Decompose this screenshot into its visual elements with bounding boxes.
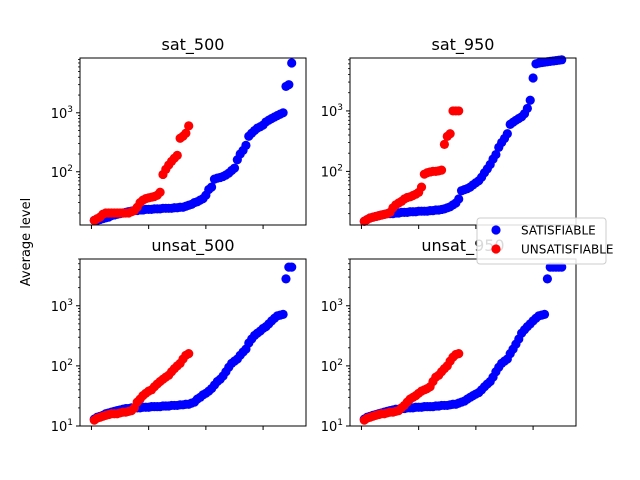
series-satisfiable	[89, 58, 297, 225]
data-point	[284, 80, 294, 90]
legend: SATISFIABLE UNSATISFIABLE	[476, 217, 614, 265]
data-point	[491, 149, 501, 160]
series-unsatisfiable	[359, 349, 464, 425]
y-tick-label: 101	[321, 418, 343, 435]
panel-unsat-500: unsat_500 101 102 103	[51, 236, 307, 435]
data-point	[557, 262, 567, 272]
series-satisfiable	[359, 262, 567, 424]
data-point	[416, 182, 427, 192]
series-unsatisfiable	[359, 106, 464, 226]
data-point	[184, 121, 194, 131]
legend-box	[476, 217, 607, 265]
data-point	[542, 274, 552, 284]
panel-title: unsat_500	[151, 236, 234, 256]
y-tick-label: 103	[321, 103, 343, 120]
data-point	[445, 129, 455, 139]
data-point	[281, 274, 291, 284]
series-unsatisfiable	[89, 349, 194, 425]
data-point	[287, 262, 297, 272]
data-point	[181, 128, 191, 138]
legend-label: UNSATISFIABLE	[521, 243, 614, 257]
y-axis-label: Average level	[19, 198, 34, 286]
data-point	[454, 194, 464, 204]
legend-marker	[491, 244, 501, 254]
legend-marker	[491, 225, 501, 235]
y-tick-label: 102	[321, 163, 343, 180]
legend-label: SATISFIABLE	[521, 224, 596, 238]
data-point	[436, 165, 447, 175]
series-satisfiable	[359, 55, 567, 226]
data-point	[502, 129, 512, 139]
data-point	[184, 349, 194, 359]
data-point	[172, 150, 182, 160]
y-tick-label: 102	[51, 164, 73, 181]
series-unsatisfiable	[89, 121, 194, 225]
y-tick-label: 102	[321, 358, 343, 375]
y-tick-label: 101	[51, 418, 73, 435]
data-point	[278, 108, 288, 118]
data-point	[525, 95, 535, 105]
y-tick-label: 103	[51, 105, 73, 122]
data-point	[439, 139, 450, 149]
data-point	[522, 103, 532, 114]
data-point	[229, 163, 240, 173]
y-tick-label: 102	[51, 358, 73, 375]
panel-title: sat_500	[162, 35, 225, 55]
data-point	[454, 349, 464, 359]
panel-title: sat_950	[432, 35, 495, 55]
data-point	[155, 187, 165, 197]
data-point	[454, 106, 464, 116]
axes-frame	[349, 258, 577, 427]
axes-frame	[349, 57, 577, 226]
y-tick-label: 103	[51, 298, 73, 315]
series-satisfiable	[89, 262, 297, 424]
data-point	[287, 58, 297, 68]
data-point	[539, 309, 550, 319]
data-point	[206, 182, 217, 192]
data-point	[241, 140, 251, 150]
data-point	[557, 55, 567, 65]
panel-sat-950: sat_950 102 103	[321, 35, 577, 229]
panel-sat-500: sat_500 102 103	[51, 35, 307, 229]
axes-frame	[79, 258, 307, 427]
axes-frame	[79, 57, 307, 226]
y-tick-label: 103	[321, 298, 343, 315]
data-point	[278, 309, 288, 319]
data-point	[528, 73, 538, 83]
